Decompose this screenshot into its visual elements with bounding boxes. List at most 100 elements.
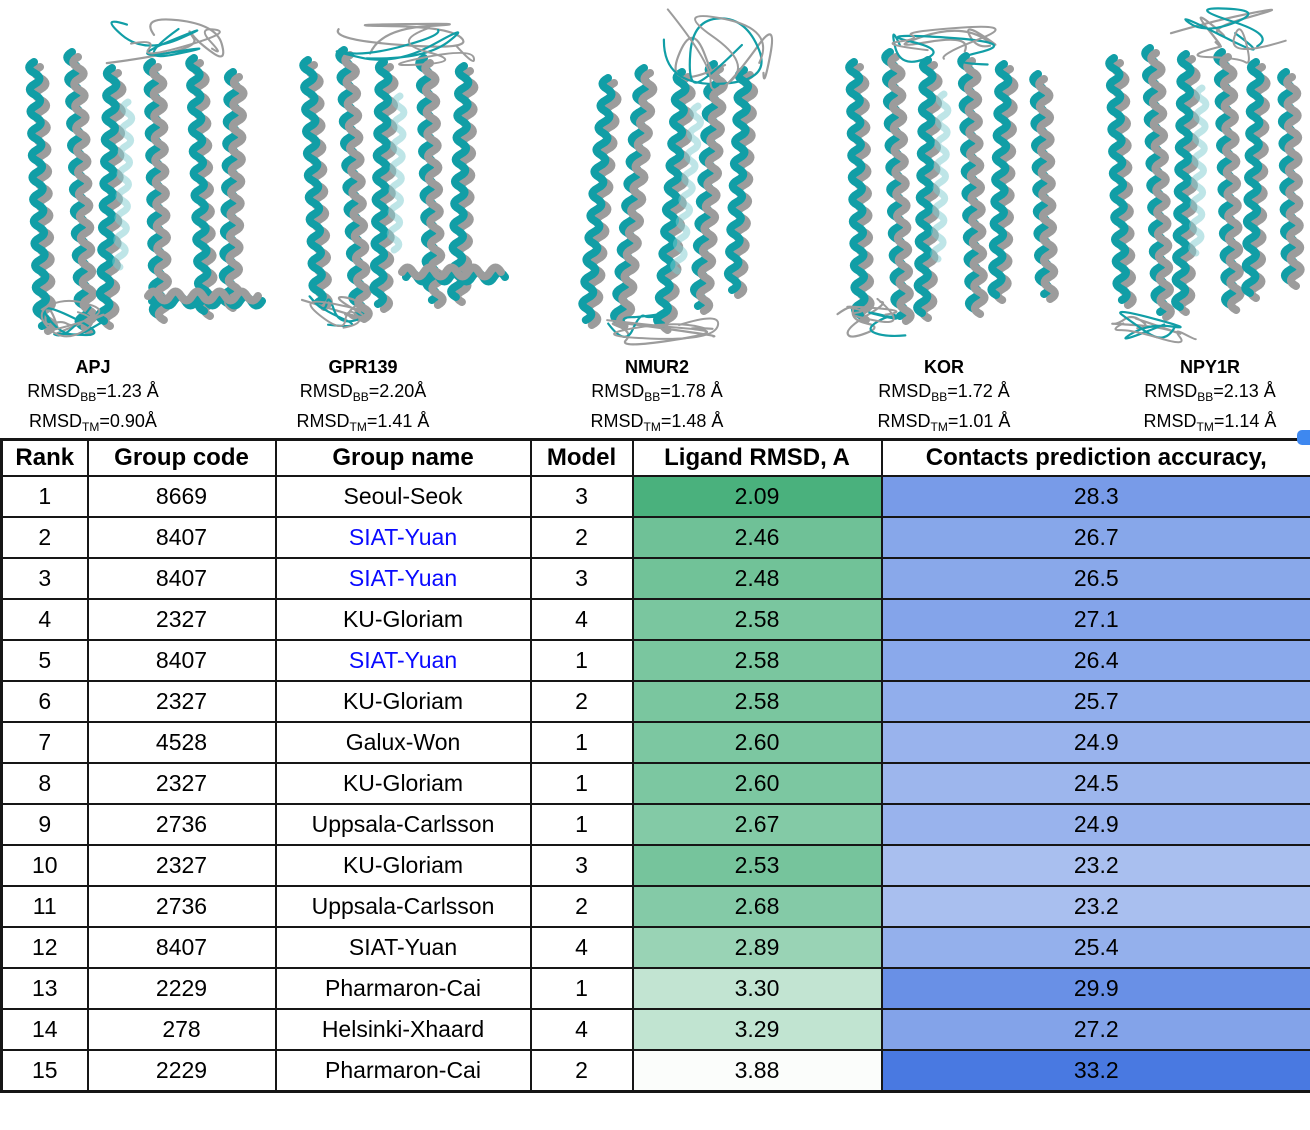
table-row: 5 8407 SIAT-Yuan 1 2.58 26.4 [0, 639, 1310, 682]
table-row: 11 2736 Uppsala-Carlsson 2 2.68 23.2 [0, 885, 1310, 928]
ribbon-stroke [185, 54, 213, 315]
group-code-cell: 2327 [86, 844, 277, 887]
contacts-accuracy-cell: 24.9 [880, 803, 1310, 846]
group-code-cell: 8407 [86, 926, 277, 969]
ligand-rmsd-cell: 3.30 [631, 967, 883, 1010]
ribbon-stroke [836, 300, 885, 338]
group-code-cell: 8407 [86, 639, 277, 682]
contacts-accuracy-cell: 25.4 [880, 926, 1310, 969]
rank-cell: 8 [0, 762, 89, 805]
ligand-rmsd-cell: 2.58 [631, 639, 883, 682]
model-cell: 2 [529, 1049, 634, 1093]
rank-cell: 2 [0, 516, 89, 559]
ribbon-stroke [1119, 310, 1182, 340]
rank-cell: 12 [0, 926, 89, 969]
table-row: 2 8407 SIAT-Yuan 2 2.46 26.7 [0, 516, 1310, 559]
ribbon-stroke [891, 25, 997, 60]
group-name-cell: Helsinki-Xhaard [274, 1008, 532, 1051]
model-cell: 1 [529, 967, 634, 1010]
ribbon-stroke [299, 56, 327, 306]
table-row: 13 2229 Pharmaron-Cai 1 3.30 29.9 [0, 967, 1310, 1010]
ribbon-stroke [578, 74, 616, 324]
table-row: 12 8407 SIAT-Yuan 4 2.89 25.4 [0, 926, 1310, 969]
rank-cell: 15 [0, 1049, 89, 1093]
contacts-accuracy-cell: 26.7 [880, 516, 1310, 559]
cropped-blue-badge [1297, 430, 1310, 445]
rmsd-bb-line: RMSDBB=1.78 Å [591, 381, 723, 404]
group-code-cell: 2327 [86, 598, 277, 641]
protein-caption-apj: APJ RMSDBB=1.23 Å RMSDTM=0.90Å [0, 355, 208, 439]
ribbon-stroke [144, 287, 262, 305]
rmsd-tm-line: RMSDTM=1.41 Å [296, 411, 430, 434]
model-cell: 2 [529, 516, 634, 559]
ribbon-stroke [1035, 75, 1059, 303]
group-code-cell: 2327 [86, 680, 277, 723]
rank-cell: 10 [0, 844, 89, 887]
rank-cell: 14 [0, 1008, 89, 1051]
ribbon-stroke [335, 46, 367, 318]
table-row: 9 2736 Uppsala-Carlsson 1 2.67 24.9 [0, 803, 1310, 846]
rmsd-tm-line: RMSDTM=1.01 Å [877, 411, 1011, 434]
group-name-cell: KU-Gloriam [274, 844, 532, 887]
table-row: 1 8669 Seoul-Seok 3 2.09 28.3 [0, 475, 1310, 518]
ribbon-stroke [112, 98, 136, 271]
group-name-cell: KU-Gloriam [274, 680, 532, 723]
group-code-cell: 278 [86, 1008, 277, 1051]
rmsd-tm-line: RMSDTM=0.90Å [29, 411, 157, 434]
model-cell: 3 [529, 557, 634, 600]
protein-name: NPY1R [1179, 357, 1241, 377]
contacts-accuracy-cell: 27.2 [880, 1008, 1310, 1051]
results-table-body: 1 8669 Seoul-Seok 3 2.09 28.3 2 8407 SIAT-Yuan 2 2… [0, 475, 1310, 1093]
column-header-group-name: Group name [274, 438, 532, 477]
rank-cell: 11 [0, 885, 89, 928]
model-cell: 2 [529, 680, 634, 723]
ligand-rmsd-cell: 2.60 [631, 762, 883, 805]
rmsd-bb-line: RMSDBB=2.20Å [299, 381, 427, 404]
ligand-rmsd-cell: 2.58 [631, 680, 883, 723]
ribbon-stroke [892, 33, 996, 66]
rank-cell: 9 [0, 803, 89, 846]
protein-caption-nmur2: NMUR2 RMSDBB=1.78 Å RMSDTM=1.48 Å [542, 355, 772, 439]
ribbon-stroke [846, 297, 898, 323]
model-cell: 4 [529, 598, 634, 641]
ligand-rmsd-cell: 2.89 [631, 926, 883, 969]
ribbon-stroke [1241, 58, 1265, 297]
ribbon-stroke [963, 57, 989, 318]
protein-structures-canvas [25, 7, 1305, 346]
table-row: 14 278 Helsinki-Xhaard 4 3.29 27.2 [0, 1008, 1310, 1051]
ribbon-stroke [398, 26, 476, 67]
ribbon-stroke [105, 18, 225, 65]
ribbon-stroke [149, 63, 173, 324]
column-header-ligand-rmsd: Ligand RMSD, A [631, 438, 883, 477]
rmsd-tm-line: RMSDTM=1.14 Å [1143, 411, 1277, 434]
column-header-contacts-accuracy: Contacts prediction accuracy, [880, 438, 1310, 477]
ribbon-stroke [670, 102, 704, 275]
ribbon-stroke [607, 312, 670, 338]
ribbon-stroke [335, 28, 460, 61]
model-cell: 2 [529, 885, 634, 928]
model-cell: 1 [529, 803, 634, 846]
ribbon-stroke [447, 62, 473, 301]
ribbon-stroke [1196, 28, 1287, 64]
contacts-accuracy-cell: 24.5 [880, 762, 1310, 805]
ribbon-stroke [1184, 7, 1264, 51]
rmsd-tm-line: RMSDTM=1.48 Å [590, 411, 724, 434]
ligand-rmsd-cell: 2.58 [631, 598, 883, 641]
group-code-cell: 2229 [86, 1049, 277, 1093]
contacts-accuracy-cell: 25.7 [880, 680, 1310, 723]
contacts-accuracy-cell: 28.3 [880, 475, 1310, 518]
ribbon-stroke [386, 92, 408, 254]
table-row: 10 2327 KU-Gloriam 3 2.53 23.2 [0, 844, 1310, 887]
table-row: 4 2327 KU-Gloriam 4 2.58 27.1 [0, 598, 1310, 641]
group-name-cell: KU-Gloriam [274, 762, 532, 805]
rmsd-bb-line: RMSDBB=2.13 Å [1144, 381, 1276, 404]
ribbon-stroke [31, 63, 57, 335]
column-header-model: Model [529, 438, 634, 477]
group-name-cell: Uppsala-Carlsson [274, 803, 532, 846]
group-name-cell: Galux-Won [274, 721, 532, 764]
protein-caption-kor: KOR RMSDBB=1.72 Å RMSDTM=1.01 Å [829, 355, 1059, 439]
ribbon-stroke [1169, 8, 1274, 48]
ribbon-stroke [723, 66, 753, 294]
column-header-group-code: Group code [86, 438, 277, 477]
